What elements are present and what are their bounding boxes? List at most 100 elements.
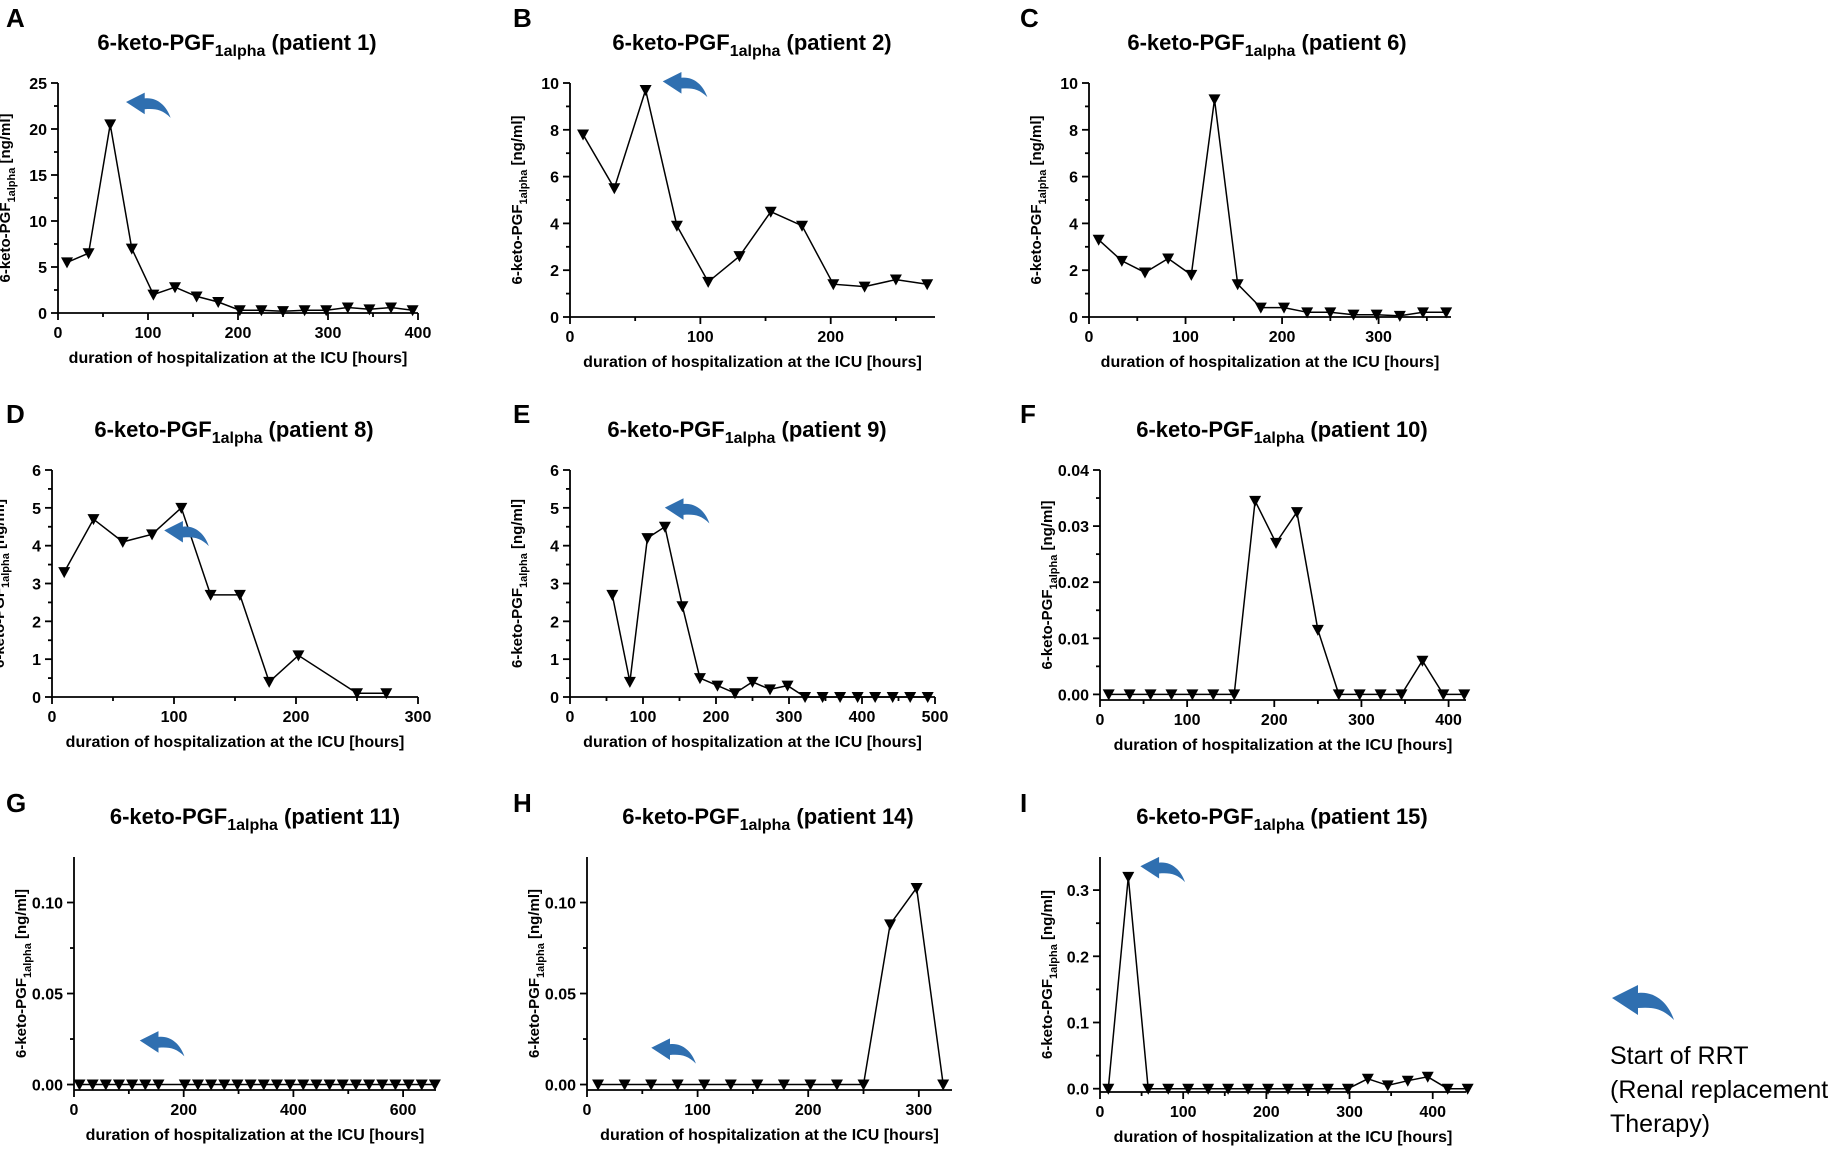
x-tick-label: 200 bbox=[1261, 712, 1288, 729]
data-point bbox=[608, 183, 621, 195]
x-tick-label: 0 bbox=[1085, 329, 1094, 346]
data-point bbox=[1138, 267, 1151, 279]
chart-title: 6-keto-PGF1alpha (patient 11) bbox=[110, 804, 400, 834]
data-point bbox=[641, 533, 654, 545]
data-point bbox=[577, 129, 590, 141]
x-tick-label: 400 bbox=[849, 709, 876, 726]
title-subscript: 1alpha bbox=[227, 817, 278, 834]
y-tick-label: 5 bbox=[550, 501, 559, 518]
y-tick-label: 10 bbox=[29, 214, 47, 231]
data-point bbox=[1437, 689, 1450, 701]
x-axis-label: duration of hospitalization at the ICU [… bbox=[1114, 737, 1453, 754]
data-point bbox=[693, 673, 706, 685]
data-point bbox=[1092, 234, 1105, 246]
data-point bbox=[270, 1079, 283, 1091]
x-tick-label: 400 bbox=[1419, 1104, 1446, 1121]
y-tick-label: 8 bbox=[1069, 123, 1078, 140]
data-point bbox=[126, 1079, 139, 1091]
data-point bbox=[1347, 309, 1360, 321]
data-point bbox=[816, 692, 829, 703]
y-axis-label: 6-keto-PGF1alpha [ng/ml] bbox=[0, 499, 12, 668]
y-tick-label: 2 bbox=[32, 614, 41, 631]
ylabel-subscript: 1alpha bbox=[518, 169, 530, 205]
series-line bbox=[63, 506, 387, 694]
data-point bbox=[1185, 269, 1198, 281]
title-main: 6-keto-PGF bbox=[1136, 804, 1253, 829]
ylabel-subscript: 1alpha bbox=[1048, 554, 1060, 590]
data-point bbox=[639, 85, 652, 97]
data-point bbox=[61, 257, 73, 269]
data-point bbox=[764, 684, 777, 696]
ylabel-main: 6-keto-PGF bbox=[1028, 205, 1045, 285]
panel-f: F6-keto-PGF1alpha (patient 10)0.000.010.… bbox=[1020, 399, 1471, 754]
data-point bbox=[910, 882, 923, 894]
x-tick-label: 600 bbox=[390, 1102, 417, 1119]
rrt-start-curved-arrow-icon bbox=[1140, 856, 1186, 883]
title-subscript: 1alpha bbox=[725, 430, 776, 447]
panel-letter: A bbox=[6, 3, 25, 33]
data-point bbox=[86, 1079, 99, 1091]
x-tick-label: 200 bbox=[1269, 329, 1296, 346]
x-tick-label: 300 bbox=[905, 1102, 932, 1119]
ylabel-subscript: 1alpha bbox=[1048, 943, 1060, 979]
x-tick-label: 100 bbox=[630, 709, 657, 726]
data-point bbox=[1301, 307, 1314, 319]
data-point bbox=[402, 1079, 415, 1091]
y-tick-label: 4 bbox=[1069, 216, 1078, 233]
x-tick-label: 300 bbox=[1348, 712, 1375, 729]
data-point bbox=[1202, 1083, 1215, 1095]
y-tick-label: 0.02 bbox=[1058, 575, 1089, 592]
ylabel-main: 6-keto-PGF bbox=[0, 203, 14, 283]
data-point bbox=[231, 1079, 244, 1091]
rrt-start-curved-arrow-icon bbox=[164, 520, 209, 547]
data-point bbox=[1208, 94, 1221, 106]
legend-curved-arrow-icon bbox=[1612, 985, 1674, 1020]
x-axis-label: duration of hospitalization at the ICU [… bbox=[69, 350, 408, 367]
x-tick-label: 300 bbox=[776, 709, 803, 726]
panel-letter: E bbox=[513, 399, 530, 429]
x-tick-label: 400 bbox=[1435, 712, 1462, 729]
x-tick-label: 100 bbox=[684, 1102, 711, 1119]
title-main: 6-keto-PGF bbox=[94, 417, 211, 442]
data-point bbox=[1461, 1083, 1474, 1095]
series-line bbox=[598, 885, 944, 1086]
data-point bbox=[146, 529, 159, 541]
data-point bbox=[1182, 1083, 1195, 1095]
title-suffix: (patient 9) bbox=[775, 417, 886, 442]
data-point bbox=[1165, 689, 1178, 701]
data-point bbox=[277, 306, 289, 318]
data-point bbox=[1254, 302, 1267, 314]
y-tick-label: 5 bbox=[32, 501, 41, 518]
x-tick-label: 100 bbox=[1174, 712, 1201, 729]
ylabel-subscript: 1alpha bbox=[1037, 169, 1049, 205]
y-tick-label: 0.00 bbox=[32, 1078, 63, 1095]
ylabel-main: 6-keto-PGF bbox=[509, 205, 526, 285]
data-point bbox=[104, 119, 117, 131]
data-point bbox=[1458, 689, 1471, 701]
data-point bbox=[1395, 689, 1408, 701]
title-subscript: 1alpha bbox=[1245, 43, 1296, 60]
data-point bbox=[87, 514, 100, 526]
x-tick-label: 400 bbox=[405, 325, 432, 342]
x-tick-label: 0 bbox=[54, 325, 63, 342]
title-suffix: (patient 6) bbox=[1295, 30, 1406, 55]
data-point bbox=[125, 243, 138, 255]
y-tick-label: 6 bbox=[550, 463, 559, 480]
ylabel-main: 6-keto-PGF bbox=[509, 588, 526, 668]
y-tick-label: 1 bbox=[550, 652, 559, 669]
y-tick-label: 0.00 bbox=[1058, 687, 1089, 704]
x-tick-label: 300 bbox=[405, 709, 432, 726]
y-axis-label: 6-keto-PGF1alpha [ng/ml] bbox=[1039, 890, 1060, 1059]
ylabel-suffix: [ng/ml] bbox=[0, 499, 8, 553]
panel-letter: F bbox=[1020, 399, 1036, 429]
data-point bbox=[702, 276, 715, 288]
data-point bbox=[349, 1079, 362, 1091]
data-point bbox=[645, 1079, 658, 1091]
panel-i: I 6-keto-PGF1alpha (patient 15)0.00.10.20… bbox=[1020, 788, 1474, 1146]
data-point bbox=[73, 1079, 86, 1091]
data-point bbox=[1301, 1083, 1314, 1095]
series-line bbox=[66, 124, 413, 312]
y-tick-label: 15 bbox=[29, 168, 47, 185]
x-tick-label: 0 bbox=[70, 1102, 79, 1119]
